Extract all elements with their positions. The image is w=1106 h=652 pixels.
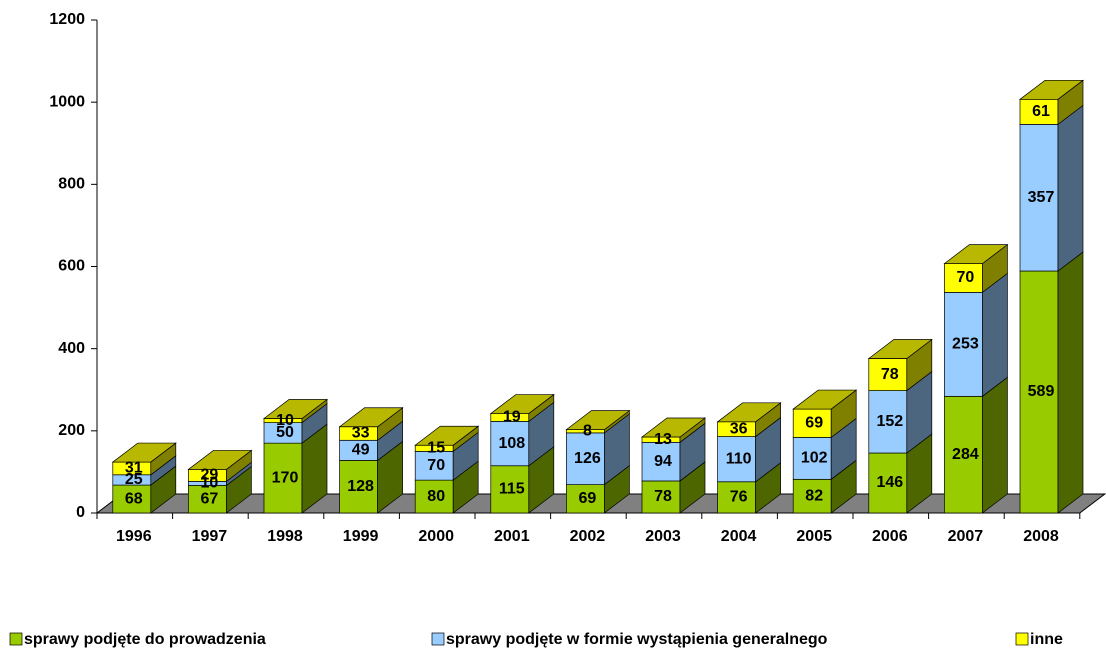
x-tick-label: 1999: [343, 528, 379, 545]
bar-segment: [717, 436, 756, 483]
data-label: 94: [654, 453, 672, 470]
bar-top: [187, 450, 253, 470]
bar-segment: [490, 421, 530, 467]
bar-side: [1057, 251, 1084, 514]
bar-top: [640, 417, 707, 438]
x-tick-label: 2006: [872, 528, 908, 545]
bar-top: [262, 399, 329, 419]
x-tick-label: 1998: [267, 528, 303, 545]
bar-segment: [792, 408, 832, 438]
bar-segment: [944, 263, 983, 293]
legend-label: inne: [1030, 631, 1063, 648]
data-label: 8: [583, 422, 592, 439]
data-label: 61: [1032, 103, 1050, 120]
bar-segment: [717, 481, 756, 514]
bar-segment: [868, 390, 908, 454]
x-tick-label: 1996: [116, 528, 152, 545]
x-tick-label: 2003: [645, 528, 681, 545]
data-label: 69: [579, 490, 597, 507]
data-label: 110: [726, 450, 752, 467]
x-tick-label: 2004: [721, 528, 757, 545]
data-label: 10: [276, 412, 294, 429]
x-tick-label: 2005: [796, 528, 832, 545]
legend-swatch: [1015, 632, 1029, 646]
data-label: 115: [499, 481, 525, 498]
data-label: 126: [574, 450, 601, 467]
bar-top: [111, 442, 177, 463]
bar-top: [565, 410, 631, 430]
data-label: 50: [276, 424, 294, 441]
data-label: 128: [347, 478, 374, 495]
data-label: 31: [125, 460, 143, 477]
data-label: 70: [427, 457, 445, 474]
y-tick-label: 0: [76, 504, 85, 521]
data-label: 29: [201, 467, 219, 484]
data-label: 19: [503, 409, 521, 426]
data-label: 69: [805, 414, 823, 431]
bar-top: [1018, 79, 1085, 100]
data-label: 82: [805, 487, 823, 504]
bar-side: [982, 376, 1008, 514]
data-label: 78: [654, 488, 672, 505]
data-label: 67: [201, 490, 219, 507]
data-label: 146: [876, 474, 903, 491]
bar-segment: [1019, 124, 1059, 272]
x-tick-label: 1997: [192, 528, 228, 545]
bar-segment: [641, 441, 681, 482]
bar-segment: [490, 465, 530, 514]
y-tick-label: 1200: [49, 11, 85, 28]
data-label: 70: [957, 269, 975, 286]
bar-segment: [868, 358, 908, 391]
y-tick-label: 200: [58, 422, 85, 439]
y-tick-label: 800: [58, 176, 85, 193]
bar-segment: [112, 484, 152, 514]
bar-side: [982, 272, 1008, 398]
data-label: 68: [125, 490, 143, 507]
data-label: 152: [876, 413, 903, 430]
bar-segment: [792, 478, 832, 514]
x-tick-label: 2001: [494, 528, 530, 545]
bar-top: [792, 389, 858, 410]
bar-top: [867, 339, 933, 359]
x-tick-label: 2000: [418, 528, 454, 545]
bar-segment: [944, 292, 983, 397]
data-label: 25: [125, 471, 143, 488]
bar-top: [943, 244, 1009, 264]
data-label: 253: [952, 336, 979, 353]
legend-label: sprawy podjęte w formie wystąpienia gene…: [446, 631, 828, 648]
data-label: 80: [427, 488, 445, 505]
data-label: 15: [427, 440, 445, 457]
data-label: 284: [952, 446, 979, 463]
bar-side: [1057, 104, 1084, 272]
bar-top: [716, 402, 782, 423]
x-tick-label: 2008: [1023, 528, 1059, 545]
x-tick-label: 2002: [570, 528, 606, 545]
data-label: 357: [1028, 189, 1055, 206]
bar-top: [414, 425, 480, 446]
bar-top: [489, 394, 555, 414]
data-label: 33: [352, 425, 370, 442]
data-label: 36: [730, 420, 748, 437]
y-tick-label: 1000: [49, 93, 85, 110]
x-tick-label: 2007: [948, 528, 984, 545]
y-tick-label: 600: [58, 258, 85, 275]
legend-swatch: [431, 632, 445, 646]
data-label: 49: [352, 442, 370, 459]
legend-label: sprawy podjęte do prowadzenia: [24, 631, 266, 648]
data-label: 78: [881, 366, 899, 383]
data-label: 76: [730, 489, 748, 506]
y-tick-label: 400: [58, 340, 85, 357]
bar-top: [338, 407, 404, 428]
data-label: 108: [498, 435, 525, 452]
data-label: 170: [272, 469, 299, 486]
legend-swatch: [9, 632, 23, 646]
data-label: 102: [801, 450, 828, 467]
bar-segment: [944, 395, 983, 514]
data-label: 13: [654, 431, 672, 448]
data-label: 589: [1028, 383, 1055, 400]
data-label: 10: [201, 475, 219, 492]
